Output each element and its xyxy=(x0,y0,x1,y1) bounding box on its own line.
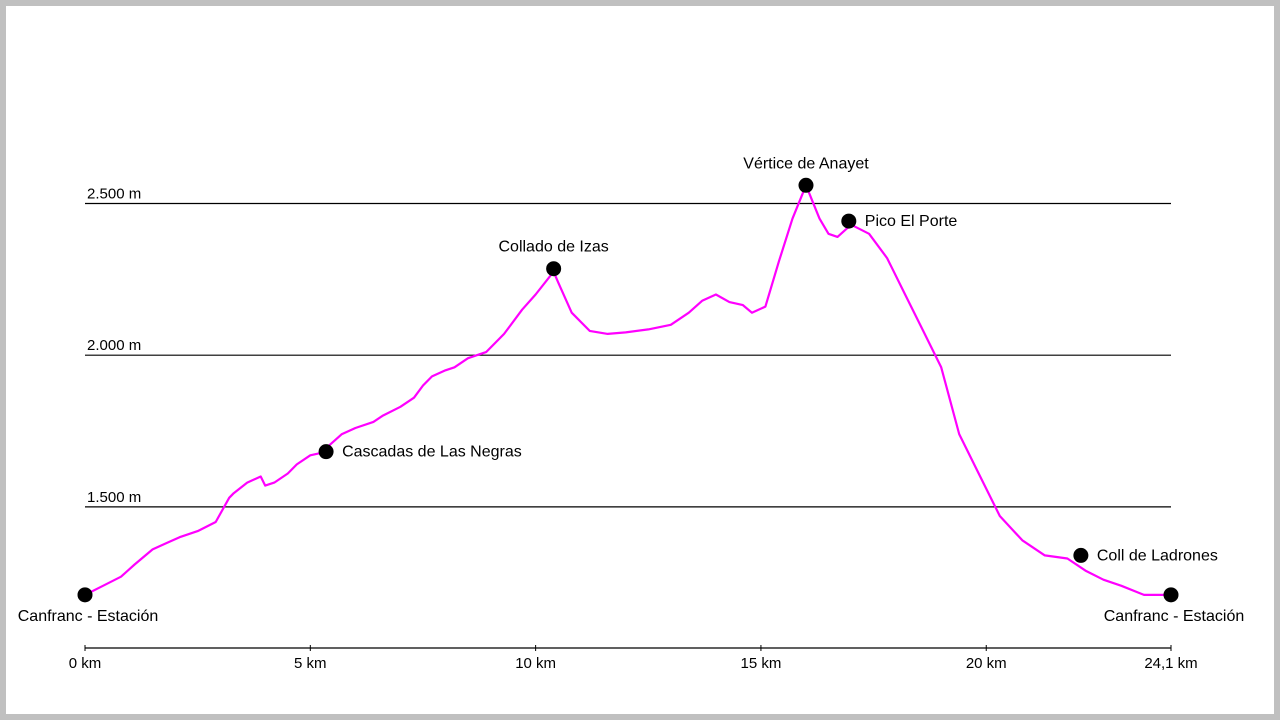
waypoint-marker xyxy=(798,177,814,193)
waypoint-label: Coll de Ladrones xyxy=(1097,547,1218,564)
x-tick-label: 24,1 km xyxy=(1144,655,1197,672)
y-tick-label: 2.000 m xyxy=(87,337,141,354)
waypoint-marker xyxy=(841,213,857,229)
elevation-profile-chart: 1.500 m 2.000 m 2.500 m 0 km 5 km 10 km 15 km… xyxy=(18,155,1245,672)
y-tick-label: 1.500 m xyxy=(87,489,141,506)
waypoint-marker xyxy=(546,261,562,277)
x-tick-label: 15 km xyxy=(741,655,782,672)
chart-frame: 1.500 m 2.000 m 2.500 m 0 km 5 km 10 km 15 km… xyxy=(6,6,1274,714)
waypoint-label: Cascadas de Las Negras xyxy=(342,444,522,461)
waypoint-label: Canfranc - Estación xyxy=(1104,608,1245,625)
waypoint-label: Canfranc - Estación xyxy=(18,608,159,625)
waypoint-label: Collado de Izas xyxy=(498,239,608,256)
waypoint-marker xyxy=(318,444,334,460)
x-tick-label: 5 km xyxy=(294,655,327,672)
x-tick-label: 10 km xyxy=(515,655,556,672)
waypoint-marker xyxy=(1073,547,1089,563)
waypoint-marker xyxy=(1163,587,1179,603)
x-tick-label: 0 km xyxy=(69,655,102,672)
y-tick-label: 2.500 m xyxy=(87,185,141,202)
waypoint-label: Vértice de Anayet xyxy=(743,155,869,172)
x-tick-label: 20 km xyxy=(966,655,1007,672)
waypoint-label: Pico El Porte xyxy=(865,213,958,230)
elevation-line xyxy=(84,184,1171,596)
waypoint-marker xyxy=(77,587,93,603)
